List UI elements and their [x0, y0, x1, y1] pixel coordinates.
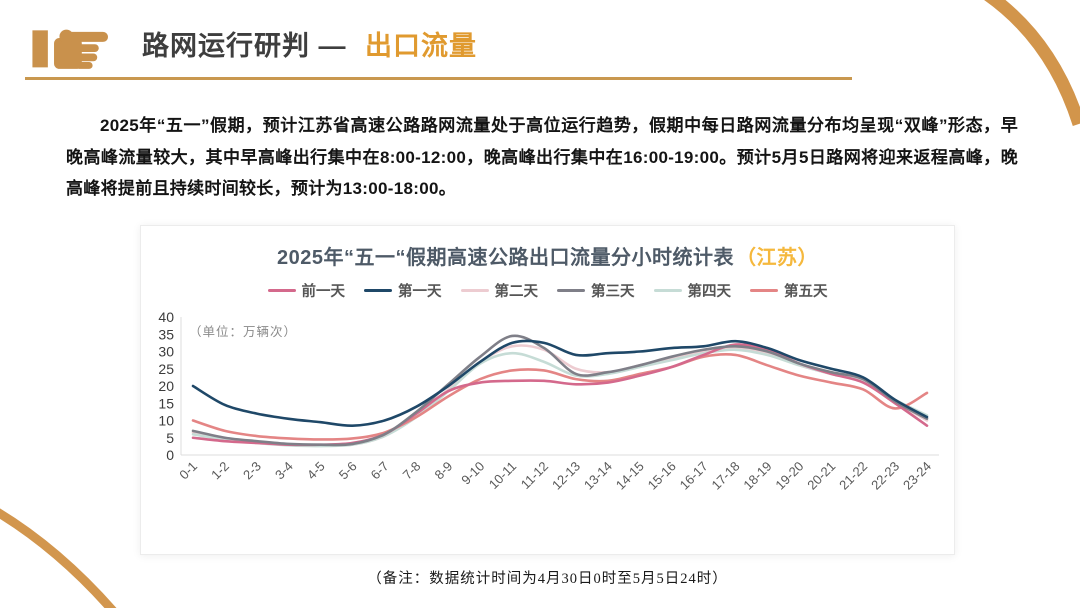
y-tick-label-25: 25: [158, 361, 174, 377]
corner-arc-bottom-left: [0, 508, 117, 608]
legend-label-6: 第五天: [784, 283, 828, 300]
x-tick-label-16-17: 16-17: [677, 458, 711, 492]
legend-swatch-5: [653, 288, 682, 293]
y-tick-label-30: 30: [158, 343, 174, 359]
x-tick-label-3-4: 3-4: [272, 458, 296, 482]
x-tick-label-1-2: 1-2: [208, 458, 232, 482]
page-title-main: 路网运行研判 —: [142, 30, 347, 61]
x-tick-label-7-8: 7-8: [400, 458, 424, 482]
y-tick-label-0: 0: [166, 447, 174, 463]
y-tick-label-10: 10: [158, 412, 174, 428]
y-tick-label-5: 5: [166, 430, 174, 446]
page-title: 路网运行研判 — 出口流量: [142, 21, 477, 72]
x-tick-label-19-20: 19-20: [772, 458, 806, 492]
chart-legend: 前一天 第一天 第二天 第三天 第四天 第五天: [141, 280, 954, 301]
y-tick-label-35: 35: [158, 326, 174, 342]
x-tick-label-23-24: 23-24: [900, 458, 934, 492]
x-tick-label-2-3: 2-3: [240, 458, 264, 482]
x-tick-label-20-21: 20-21: [804, 458, 838, 492]
legend-label-2: 第一天: [398, 283, 442, 300]
legend-label-5: 第四天: [687, 283, 732, 300]
series-line-2: [191, 339, 929, 427]
series-line-4: [191, 334, 929, 447]
legend-item-4: 第三天: [557, 280, 635, 301]
pointing-hand-icon: [32, 29, 109, 69]
chart-card: 2025年“五一“假期高速公路出口流量分小时统计表 （江苏） 前一天 第一天 第二天 第…: [140, 224, 955, 555]
x-tick-label-11-12: 11-12: [518, 458, 551, 491]
legend-item-2: 第一天: [364, 280, 442, 301]
chart-title: 2025年“五一“假期高速公路出口流量分小时统计表 （江苏）: [141, 241, 954, 270]
legend-swatch-3: [460, 288, 489, 293]
footer-note: （备注：数据统计时间为4月30日0时至5月5日24时）: [367, 570, 728, 587]
x-tick-label-12-13: 12-13: [549, 458, 583, 492]
intro-paragraph: 2025年“五一”假期，预计江苏省高速公路路网流量处于高位运行趋势，假期中每日路…: [66, 116, 1018, 199]
legend-swatch-1: [267, 288, 296, 293]
legend-item-6: 第五天: [750, 280, 828, 301]
legend-swatch-6: [750, 288, 778, 293]
legend-item-5: 第四天: [653, 280, 732, 301]
x-tick-label-4-5: 4-5: [304, 458, 328, 482]
legend-label-1: 前一天: [301, 283, 346, 300]
x-tick-label-18-19: 18-19: [740, 458, 774, 492]
y-tick-label-40: 40: [158, 309, 174, 325]
x-tick-label-15-16: 15-16: [645, 458, 679, 492]
x-tick-label-5-6: 5-6: [336, 458, 360, 482]
legend-item-1: 前一天: [267, 280, 346, 301]
unit-label: （单位：万辆次）: [189, 324, 298, 339]
series-line-6: [191, 352, 929, 441]
x-tick-label-22-23: 22-23: [868, 458, 902, 492]
series-line-5: [191, 348, 929, 448]
chart-title-region: （江苏）: [736, 246, 818, 269]
legend-label-3: 第二天: [494, 283, 539, 300]
x-tick-label-21-22: 21-22: [836, 458, 870, 492]
x-tick-label-10-11: 10-11: [486, 458, 519, 491]
chart-plot-area: （单位：万辆次） 0 5 10 15 20 25 30 35 40 0-1 1-2 2-3 3-4 4-5…: [141, 307, 954, 525]
legend-label-4: 第三天: [591, 283, 635, 300]
x-tick-label-6-7: 6-7: [368, 458, 392, 482]
x-tick-label-13-14: 13-14: [581, 458, 615, 492]
legend-item-3: 第二天: [460, 280, 539, 301]
x-tick-label-0-1: 0-1: [176, 458, 200, 482]
x-tick-label-17-18: 17-18: [709, 458, 743, 492]
x-tick-label-9-10: 9-10: [458, 458, 487, 487]
legend-swatch-4: [557, 288, 585, 293]
x-tick-label-8-9: 8-9: [432, 458, 456, 482]
y-tick-label-15: 15: [158, 395, 174, 411]
chart-title-text: 2025年“五一“假期高速公路出口流量分小时统计表: [277, 246, 734, 269]
header: 路网运行研判 — 出口流量: [0, 0, 1080, 80]
y-tick-label-20: 20: [158, 378, 174, 394]
x-tick-label-14-15: 14-15: [613, 458, 647, 492]
header-divider: [25, 77, 852, 80]
page-title-accent: 出口流量: [365, 30, 478, 61]
legend-swatch-2: [364, 288, 392, 293]
